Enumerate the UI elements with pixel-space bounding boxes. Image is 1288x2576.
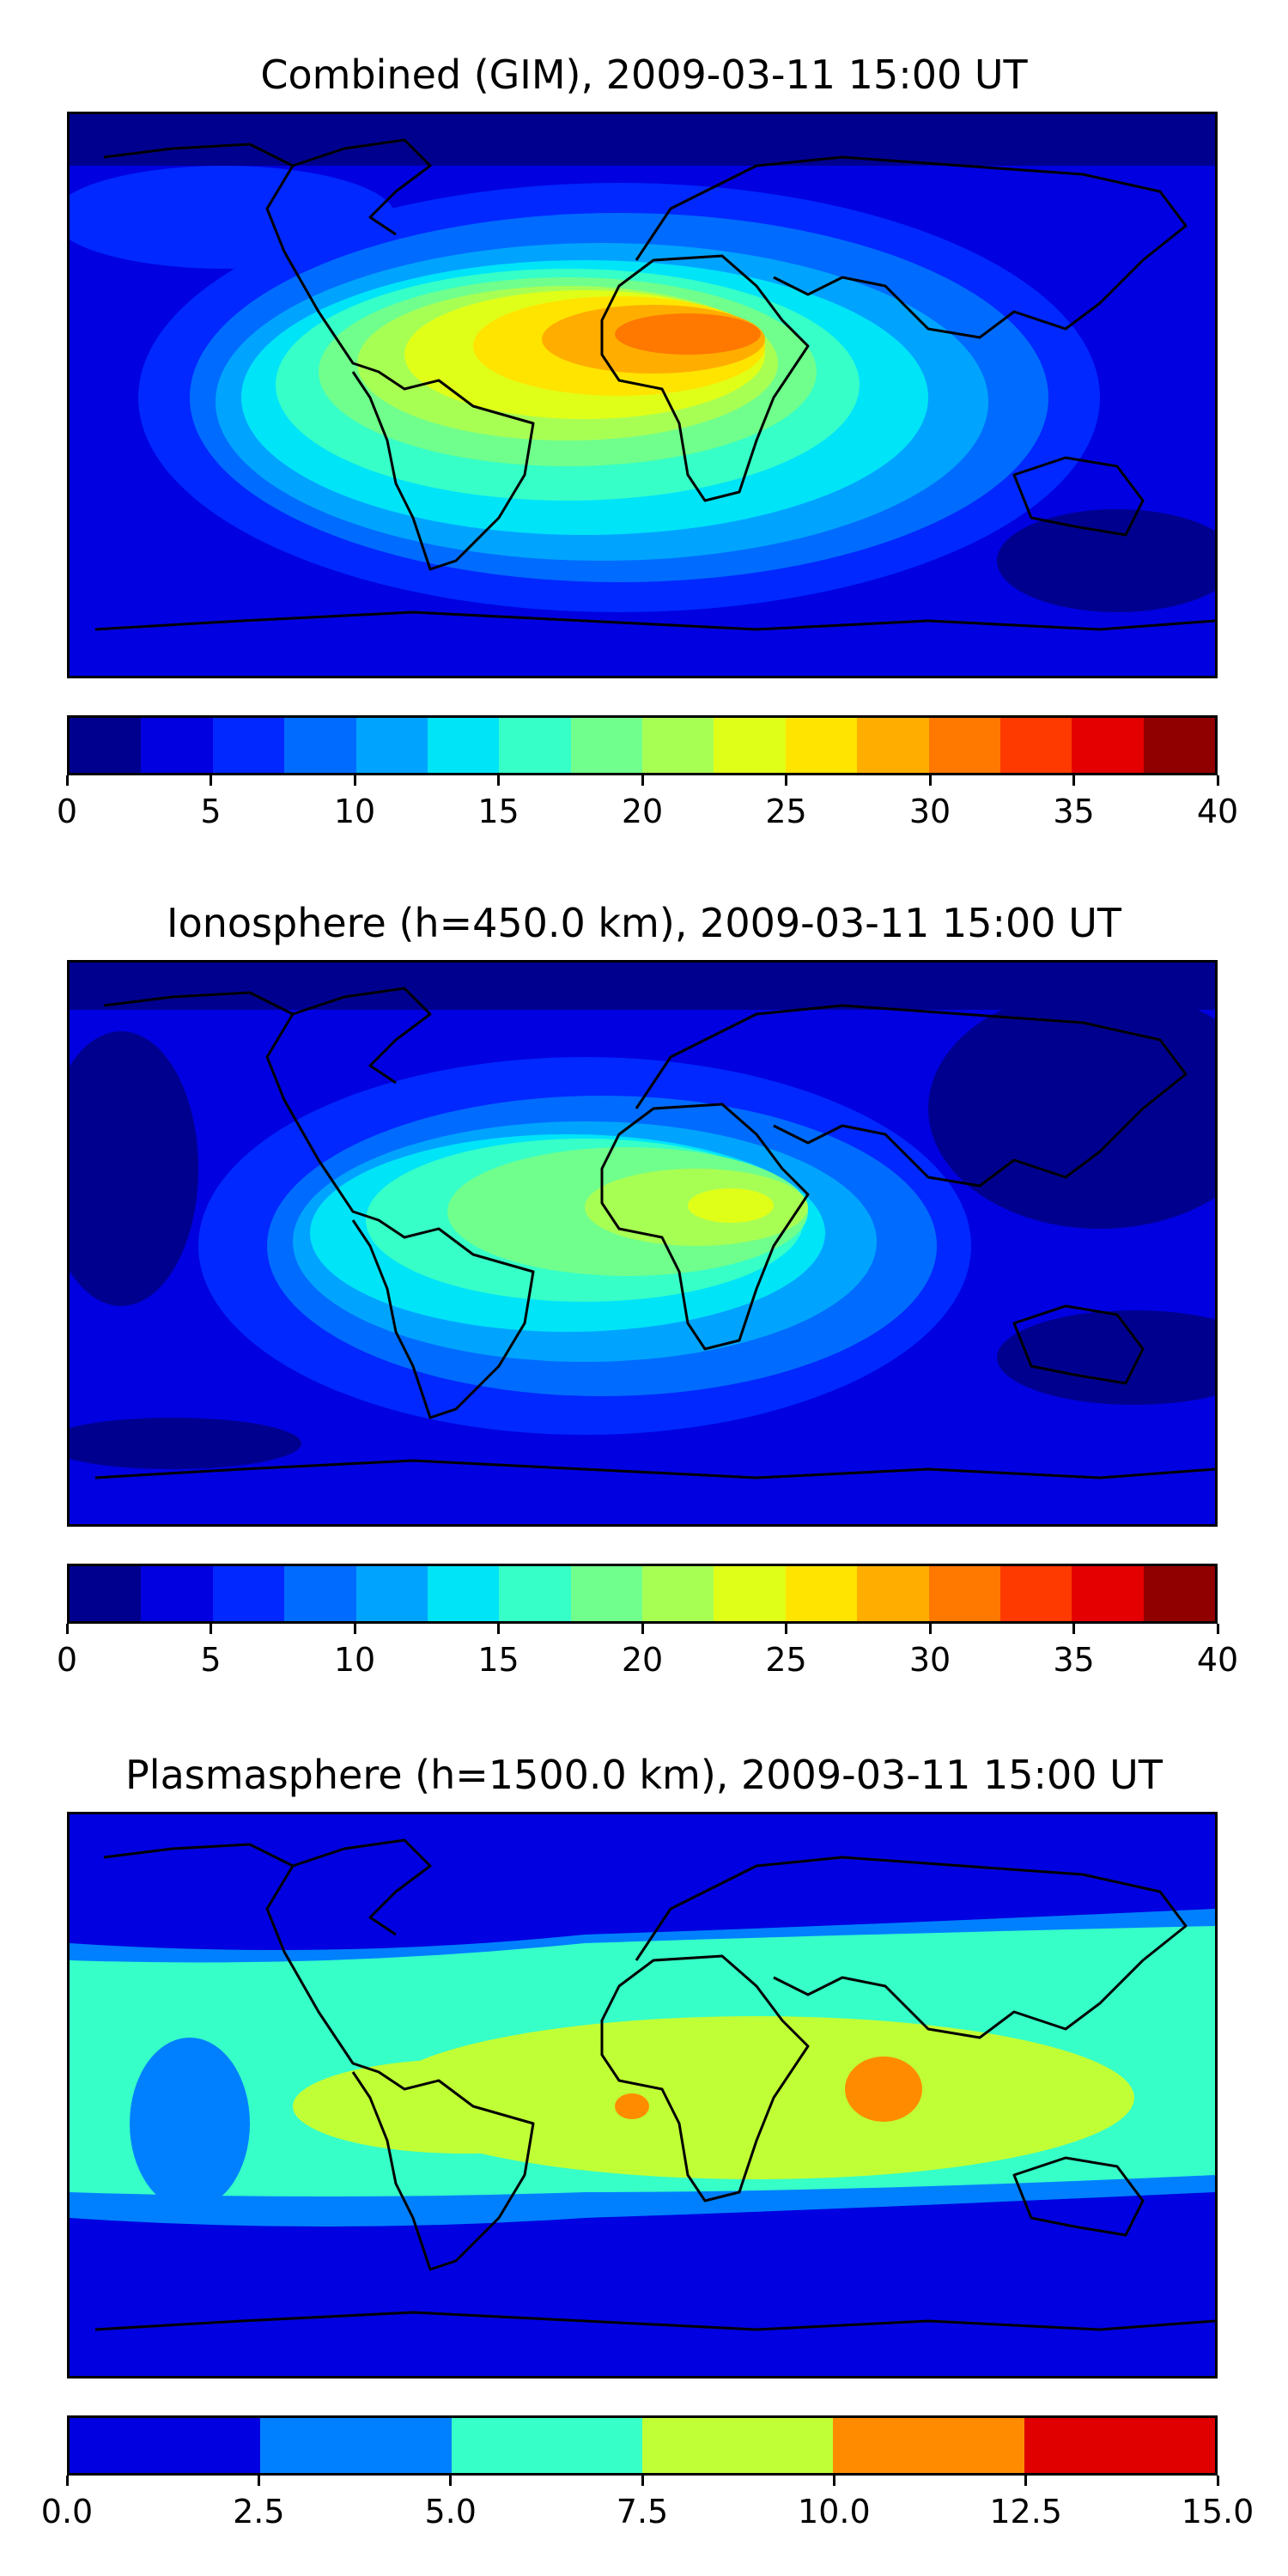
colorbar-segment [570,718,642,773]
colorbar-segment [641,2418,834,2473]
colorbar-segment [70,718,142,773]
map-combined [67,112,1218,678]
colorbar-segment [999,718,1072,773]
map-ionosphere [67,960,1218,1527]
map-plasmasphere-svg [70,1814,1215,2376]
colorbar-segment [451,2418,642,2473]
colorbar-plasmasphere [67,2415,1218,2476]
colorbar-segment [355,1566,428,1621]
colorbar-segment [1072,718,1144,773]
colorbar-segment [999,1566,1072,1621]
colorbar-ionosphere [67,1564,1218,1624]
colorbar-segment [355,718,428,773]
colorbar-segment [1072,1566,1144,1621]
panel-plasmasphere-title: Plasmasphere (h=1500.0 km), 2009-03-11 1… [125,1752,1163,1798]
colorbar-segment [284,718,356,773]
colorbar-combined-ticks: 0 5 10 15 20 25 30 35 40 [57,775,1238,830]
colorbar-segment [70,2418,261,2473]
colorbar-segment [427,718,500,773]
colorbar-segment [141,1566,213,1621]
colorbar-segment [928,1566,1000,1621]
panel-ionosphere-title: Ionosphere (h=450.0 km), 2009-03-11 15:0… [167,900,1121,946]
colorbar-combined [67,715,1218,775]
colorbar-segment [928,718,1000,773]
colorbar-segment [427,1566,500,1621]
colorbar-segment [1143,1566,1215,1621]
colorbar-segment [857,718,929,773]
colorbar-segment [714,1566,786,1621]
colorbar-segment [857,1566,929,1621]
map-plasmasphere [67,1812,1218,2379]
colorbar-segment [785,718,858,773]
colorbar-segment [642,718,714,773]
colorbar-segment [70,1566,142,1621]
colorbar-segment [642,1566,714,1621]
colorbar-segment [212,1566,285,1621]
colorbar-ionosphere-ticks: 0 5 10 15 20 25 30 35 40 [57,1624,1238,1679]
colorbar-segment [1024,2418,1215,2473]
colorbar-segment [570,1566,642,1621]
colorbar-segment [714,718,786,773]
panel-combined-title: Combined (GIM), 2009-03-11 15:00 UT [260,52,1028,98]
colorbar-segment [833,2418,1024,2473]
colorbar-segment [499,1566,571,1621]
colorbar-plasmasphere-ticks: 0.0 2.5 5.0 7.5 10.0 12.5 15.0 [41,2476,1254,2530]
colorbar-segment [499,718,571,773]
colorbar-segment [785,1566,858,1621]
map-ionosphere-svg [70,963,1215,1524]
colorbar-segment [141,718,213,773]
colorbar-segment [260,2418,452,2473]
colorbar-segment [284,1566,356,1621]
map-combined-svg [70,114,1215,676]
colorbar-segment [1143,718,1215,773]
colorbar-segment [212,718,285,773]
